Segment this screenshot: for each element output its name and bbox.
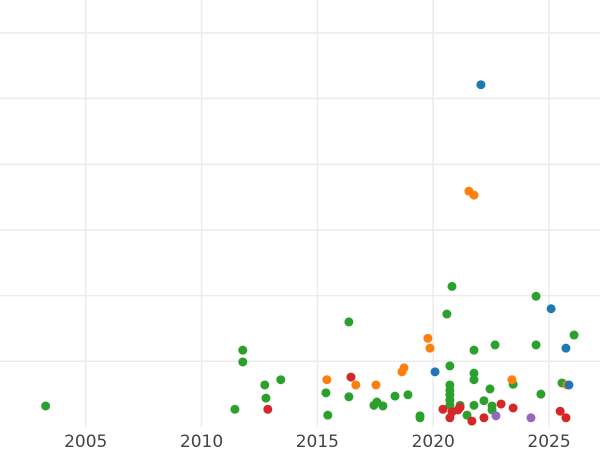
data-point xyxy=(536,389,546,399)
data-point xyxy=(263,404,273,414)
data-point xyxy=(491,411,501,421)
x-tick-label: 2005 xyxy=(64,432,107,450)
data-point xyxy=(425,343,435,353)
data-point xyxy=(238,345,248,355)
data-point xyxy=(423,333,433,343)
x-tick-label: 2015 xyxy=(296,432,339,450)
x-tick-label: 2025 xyxy=(527,432,570,450)
data-point xyxy=(526,413,536,423)
data-point xyxy=(531,291,541,301)
data-point xyxy=(230,404,240,414)
data-point xyxy=(442,309,452,319)
data-point xyxy=(462,410,472,420)
data-point xyxy=(260,380,270,390)
data-point xyxy=(445,361,455,371)
data-point xyxy=(561,413,571,423)
data-point xyxy=(447,281,457,291)
data-point xyxy=(321,388,331,398)
data-point xyxy=(261,393,271,403)
data-point xyxy=(351,380,361,390)
data-point xyxy=(371,380,381,390)
data-point xyxy=(344,317,354,327)
data-point xyxy=(561,343,571,353)
data-point xyxy=(344,392,354,402)
data-point xyxy=(399,363,409,373)
data-point xyxy=(507,375,517,385)
data-point xyxy=(415,413,425,423)
x-tick-label: 2020 xyxy=(412,432,455,450)
data-point xyxy=(469,190,479,200)
data-point xyxy=(403,390,413,400)
data-point xyxy=(555,406,565,416)
data-point xyxy=(378,401,388,411)
data-point xyxy=(346,372,356,382)
data-point xyxy=(490,340,500,350)
data-point xyxy=(322,375,332,385)
data-point xyxy=(438,404,448,414)
data-point xyxy=(531,340,541,350)
data-point xyxy=(469,400,479,410)
data-point xyxy=(238,357,248,367)
x-axis-ticks: 2005 2010 2015 2020 2025 xyxy=(64,432,571,450)
data-point xyxy=(323,410,333,420)
data-point xyxy=(485,384,495,394)
data-point xyxy=(508,403,518,413)
data-point xyxy=(469,345,479,355)
data-point xyxy=(479,413,489,423)
data-point xyxy=(469,375,479,385)
data-point xyxy=(546,304,556,314)
data-point xyxy=(564,380,574,390)
data-point xyxy=(479,396,489,406)
data-point xyxy=(430,367,440,377)
data-point xyxy=(469,368,479,378)
data-point xyxy=(476,80,486,90)
data-point xyxy=(276,375,286,385)
x-tick-label: 2010 xyxy=(180,432,223,450)
data-point xyxy=(41,401,51,411)
gridlines xyxy=(0,0,600,427)
data-point xyxy=(496,399,506,409)
data-point xyxy=(455,402,465,412)
data-points xyxy=(41,80,579,426)
data-point xyxy=(390,391,400,401)
data-point xyxy=(569,330,579,340)
data-point xyxy=(467,416,477,426)
